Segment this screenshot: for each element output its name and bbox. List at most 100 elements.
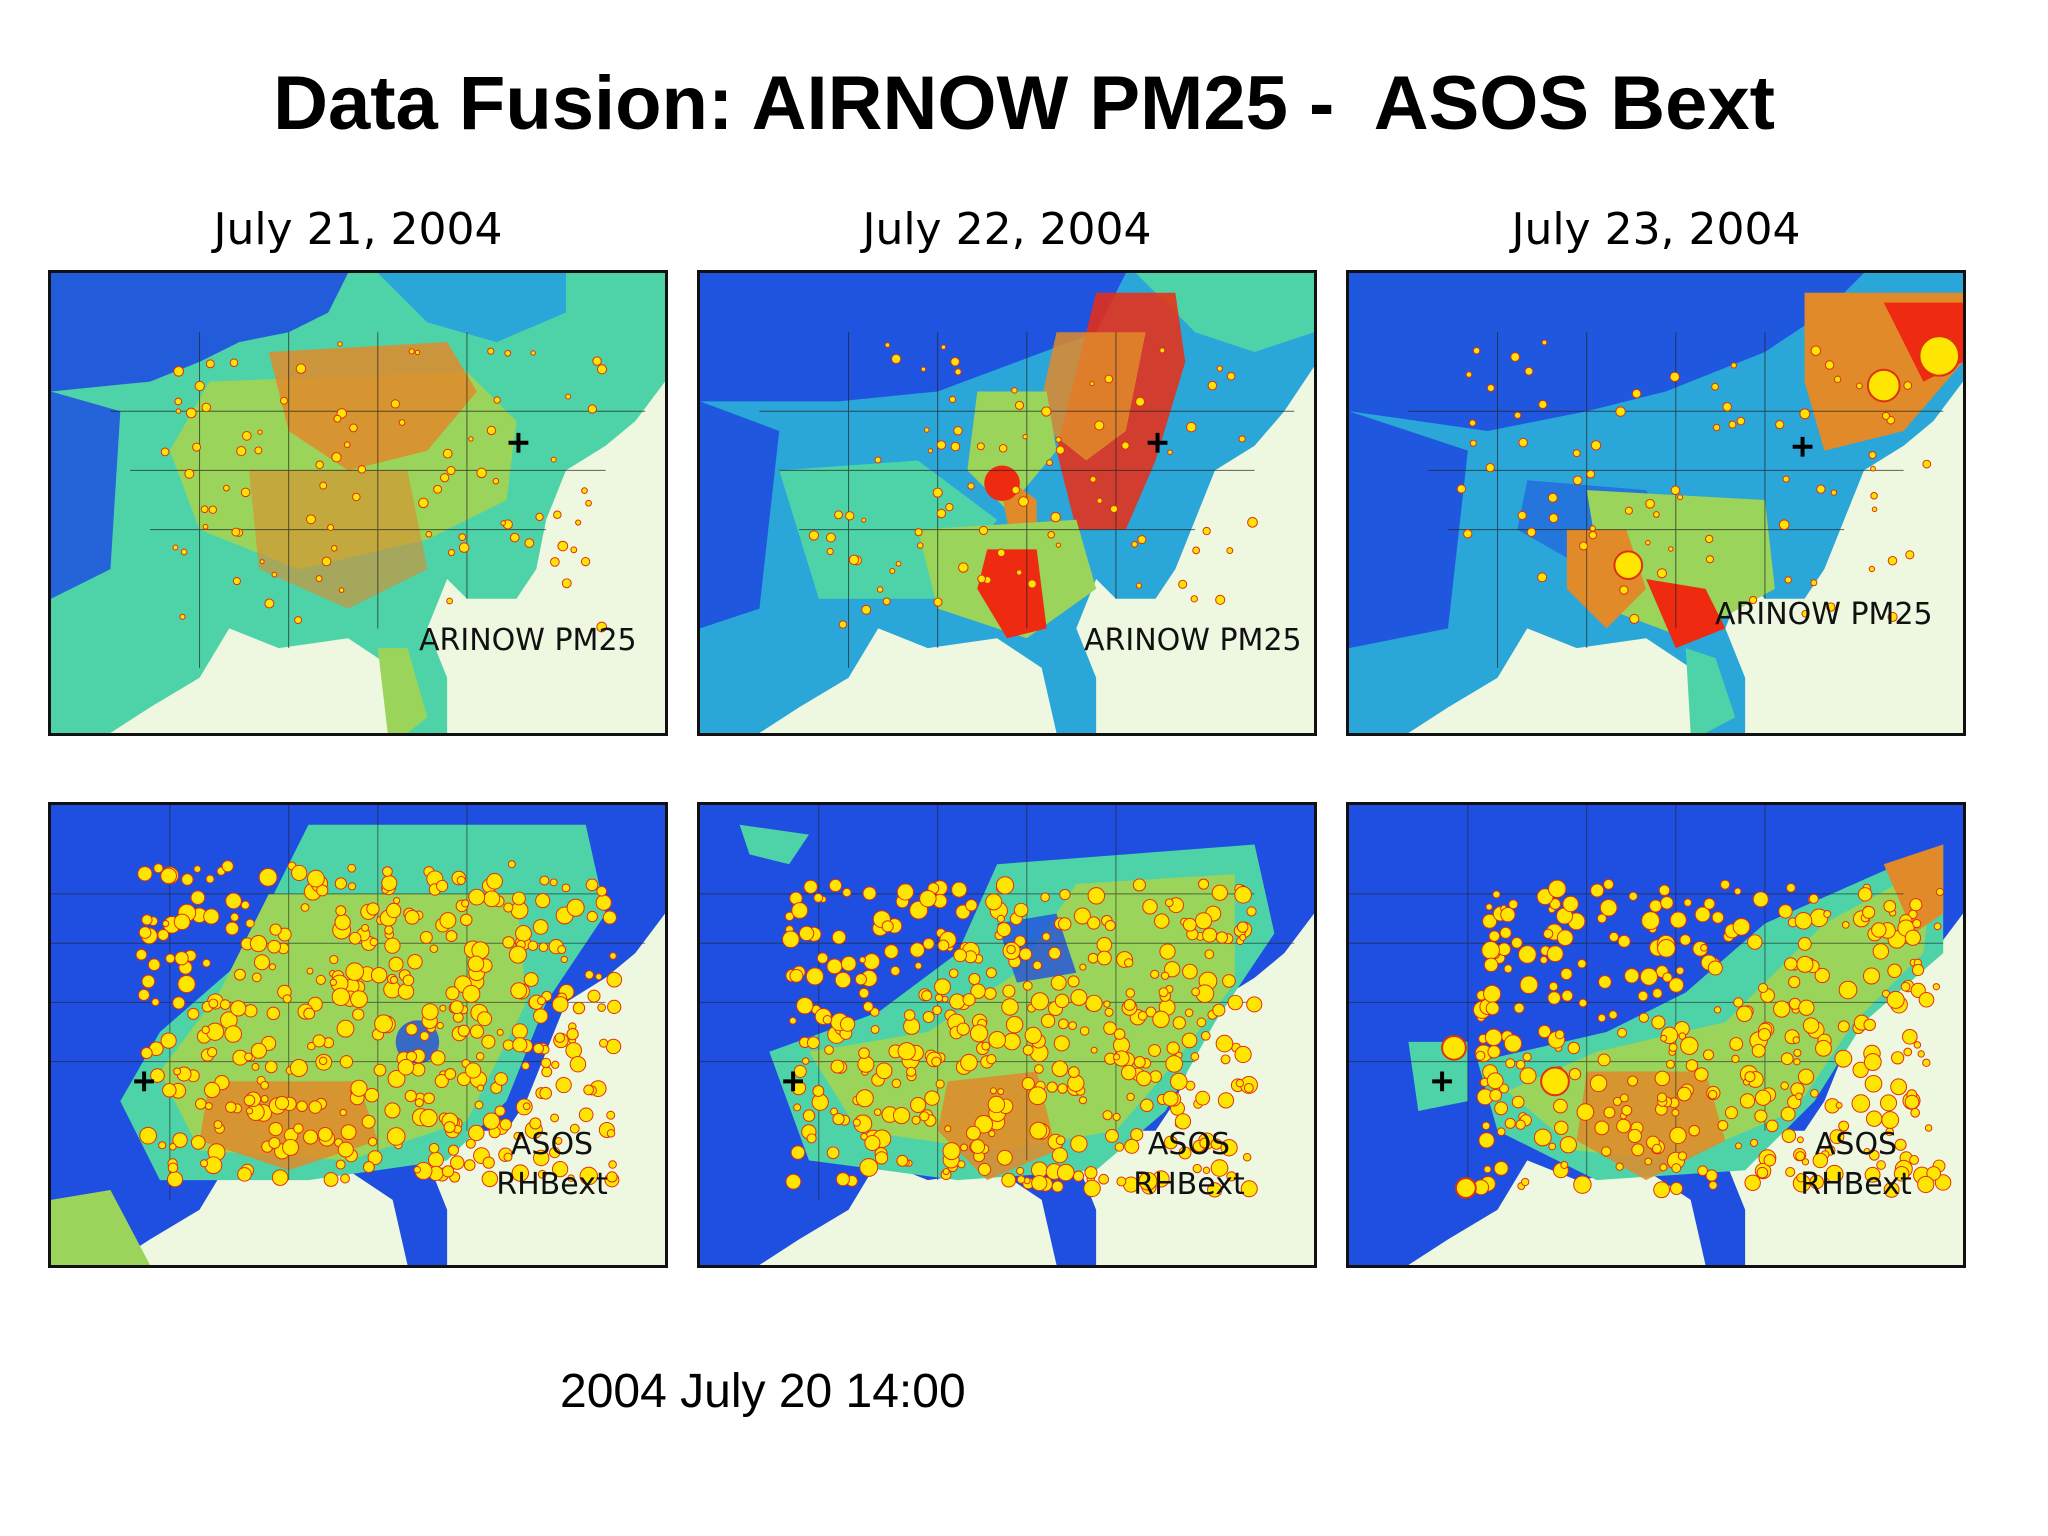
- station-marker: [317, 1127, 333, 1142]
- station-marker: [956, 1022, 970, 1036]
- station-marker: [1195, 1090, 1211, 1106]
- station-marker: [1724, 1106, 1738, 1120]
- station-marker: [1644, 1157, 1653, 1166]
- station-marker: [486, 873, 503, 890]
- station-marker: [1022, 434, 1028, 440]
- station-markers: [160, 341, 608, 633]
- station-marker: [268, 963, 277, 971]
- station-marker: [606, 1129, 616, 1138]
- station-marker: [1729, 1037, 1744, 1051]
- station-marker: [862, 1001, 874, 1012]
- date-label-july-22: July 22, 2004: [862, 204, 1152, 255]
- station-marker: [1711, 382, 1719, 391]
- station-marker: [1085, 994, 1103, 1013]
- station-marker: [1194, 912, 1213, 930]
- station-marker: [1616, 1118, 1631, 1134]
- station-marker: [398, 419, 406, 426]
- station-marker: [1688, 1124, 1700, 1137]
- station-marker: [512, 1037, 528, 1053]
- station-marker: [890, 965, 901, 976]
- station-marker: [1596, 913, 1607, 924]
- station-marker: [1903, 381, 1913, 390]
- station-marker: [1159, 943, 1176, 960]
- station-marker: [511, 891, 526, 906]
- station-marker: [903, 1017, 921, 1035]
- station-marker: [266, 1006, 281, 1021]
- station-marker: [1617, 1027, 1627, 1038]
- station-marker: [1886, 990, 1905, 1009]
- station-marker: [445, 930, 458, 943]
- station-marker: [1676, 1086, 1692, 1102]
- station-marker: [997, 1088, 1005, 1096]
- station-marker: [1601, 1146, 1612, 1157]
- station-marker: [1202, 927, 1218, 943]
- station-marker: [554, 1032, 566, 1043]
- station-marker: [1483, 957, 1499, 973]
- station-marker: [190, 890, 206, 905]
- station-marker: [419, 930, 433, 944]
- station-marker: [540, 1057, 552, 1069]
- station-marker: [870, 1025, 880, 1034]
- station-marker: [421, 1003, 439, 1021]
- station-marker: [436, 1021, 444, 1030]
- station-marker: [826, 958, 843, 975]
- station-marker: [366, 902, 380, 916]
- station-marker: [223, 484, 230, 492]
- station-marker: [1167, 449, 1173, 456]
- station-marker: [1484, 1028, 1503, 1046]
- station-marker: [1703, 897, 1716, 910]
- station-marker: [465, 1138, 476, 1149]
- station-marker: [957, 1160, 966, 1169]
- station-marker: [1104, 374, 1114, 384]
- map-asos-rhbext-july-22: ASOS RHBext: [697, 802, 1317, 1268]
- panel-label-airnow: ARINOW PM25: [1084, 623, 1302, 658]
- station-marker: [1481, 1121, 1491, 1131]
- station-marker: [345, 962, 365, 981]
- station-marker: [1123, 998, 1136, 1011]
- station-marker: [219, 999, 231, 1010]
- station-markers: [808, 342, 1258, 629]
- station-marker: [1617, 934, 1631, 948]
- station-marker: [428, 1151, 444, 1168]
- station-marker: [269, 923, 282, 936]
- station-marker: [884, 342, 891, 348]
- station-marker: [258, 867, 278, 887]
- station-marker: [587, 404, 597, 414]
- station-marker: [1505, 1058, 1516, 1069]
- station-marker: [476, 467, 487, 479]
- station-marker: [350, 990, 368, 1009]
- station-marker: [1560, 1161, 1569, 1169]
- station-marker: [306, 967, 314, 975]
- station-marker: [202, 958, 211, 968]
- station-marker: [1519, 1067, 1537, 1085]
- station-marker: [1795, 1151, 1806, 1161]
- station-marker: [208, 505, 217, 514]
- station-marker: [1801, 1158, 1810, 1166]
- station-marker: [294, 616, 303, 625]
- station-marker: [1132, 878, 1146, 892]
- station-marker: [567, 1174, 575, 1182]
- station-marker: [549, 878, 558, 887]
- station-marker: [306, 869, 325, 888]
- station-marker: [1494, 1101, 1509, 1116]
- station-marker: [572, 1001, 586, 1015]
- station-marker: [1577, 958, 1587, 969]
- station-marker: [798, 925, 815, 942]
- station-marker: [1138, 1171, 1158, 1191]
- station-marker: [968, 973, 981, 986]
- station-marker: [1051, 1147, 1068, 1164]
- station-marker: [1749, 1138, 1759, 1147]
- station-marker: [1932, 983, 1941, 991]
- station-marker: [1191, 987, 1201, 997]
- station-marker: [434, 1073, 449, 1089]
- station-marker: [257, 429, 263, 435]
- station-marker: [1541, 339, 1548, 346]
- station-marker: [1712, 423, 1721, 432]
- station-marker: [1121, 441, 1130, 450]
- station-marker: [1200, 1030, 1211, 1041]
- station-marker: [840, 955, 857, 972]
- station-marker: [1631, 1143, 1645, 1157]
- station-marker: [449, 1000, 464, 1015]
- station-marker: [1068, 1066, 1080, 1078]
- station-marker: [1174, 1113, 1192, 1130]
